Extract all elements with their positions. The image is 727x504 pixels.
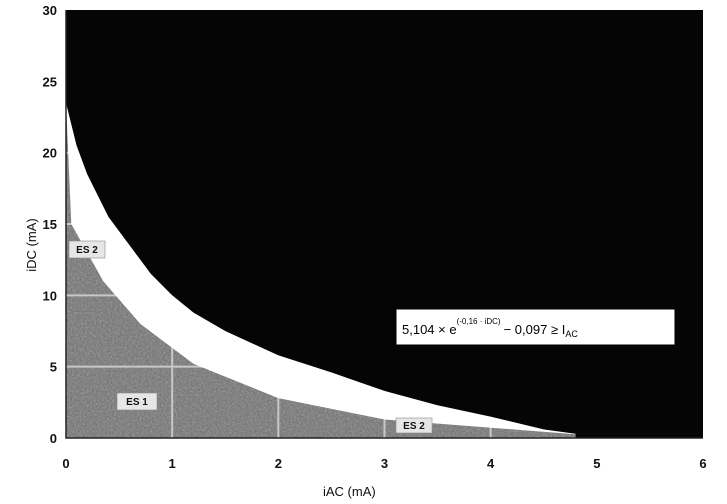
y-ticks: 0 5 10 15 20 25 30 (43, 3, 57, 446)
annotation-formula: 5,104 × e(-0,16 · iDC)− 0,097 ≥ IAC (402, 317, 578, 339)
region-label-es1-text: ES 1 (126, 397, 148, 408)
y-tick-label: 5 (50, 360, 57, 375)
y-tick-label: 25 (43, 74, 57, 89)
y-tick-label: 10 (43, 288, 57, 303)
x-tick-label: 1 (169, 456, 176, 471)
y-axis-label: iDC (mA) (24, 218, 39, 271)
x-tick-label: 6 (699, 456, 706, 471)
annotation-box: 5,104 × e(-0,16 · iDC)− 0,097 ≥ IAC (395, 308, 676, 346)
x-axis-label: iAC (mA) (323, 484, 376, 499)
region-label-es2-b: ES 2 (395, 417, 433, 434)
x-tick-label: 3 (381, 456, 388, 471)
x-tick-label: 0 (62, 456, 69, 471)
x-tick-label: 2 (275, 456, 282, 471)
x-tick-label: 4 (487, 456, 495, 471)
y-tick-label: 0 (50, 431, 57, 446)
x-tick-label: 5 (593, 456, 600, 471)
region-label-es2-b-text: ES 2 (403, 421, 425, 432)
y-tick-label: 20 (43, 146, 57, 161)
region-label-es2-a: ES 2 (68, 240, 106, 259)
x-ticks: 0 1 2 3 4 5 6 (62, 456, 706, 471)
y-tick-label: 30 (43, 3, 57, 18)
region-label-es1: ES 1 (116, 392, 158, 411)
y-tick-label: 15 (43, 217, 57, 232)
boundary-band (66, 102, 587, 436)
region-label-es2-a-text: ES 2 (76, 245, 98, 256)
axes (65, 10, 703, 439)
